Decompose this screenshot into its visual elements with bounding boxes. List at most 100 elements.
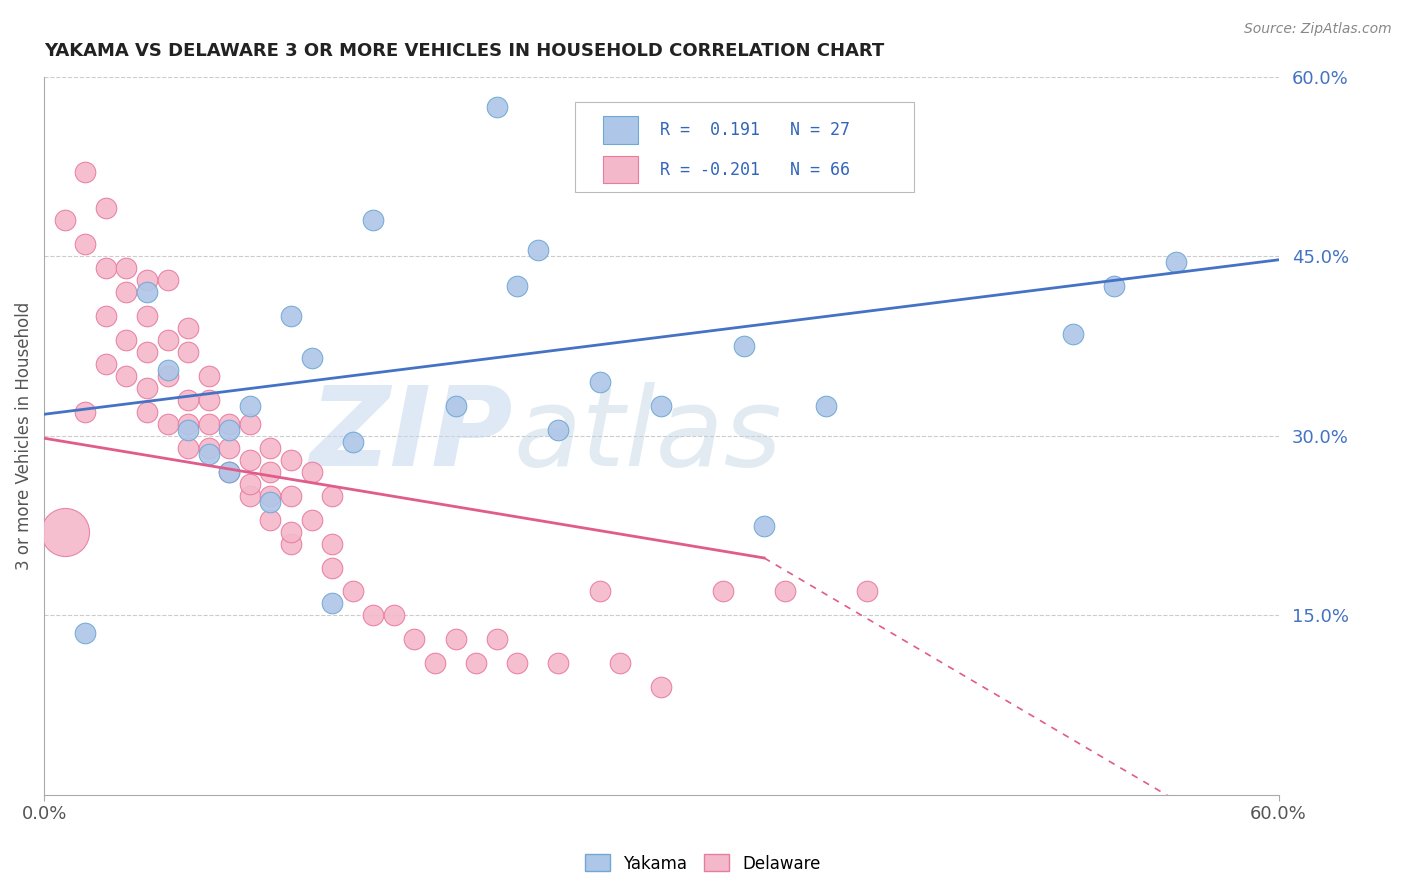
Point	[423, 657, 446, 671]
Point	[1102, 279, 1125, 293]
Text: Source: ZipAtlas.com: Source: ZipAtlas.com	[1244, 22, 1392, 37]
Legend: Yakama, Delaware: Yakama, Delaware	[578, 847, 828, 880]
Point	[177, 417, 200, 431]
Point	[156, 273, 179, 287]
Point	[485, 99, 508, 113]
Point	[53, 213, 76, 227]
Point	[301, 351, 323, 365]
Point	[280, 524, 302, 539]
Point	[280, 309, 302, 323]
Point	[136, 309, 159, 323]
Point	[856, 584, 879, 599]
Point	[156, 368, 179, 383]
Point	[156, 363, 179, 377]
Point	[342, 584, 364, 599]
Point	[259, 441, 281, 455]
Point	[136, 285, 159, 300]
Point	[588, 375, 610, 389]
Text: R =  0.191   N = 27: R = 0.191 N = 27	[659, 121, 851, 139]
Point	[321, 597, 343, 611]
Point	[239, 489, 262, 503]
Point	[609, 657, 631, 671]
Point	[218, 423, 240, 437]
Point	[259, 513, 281, 527]
Point	[814, 399, 837, 413]
FancyBboxPatch shape	[603, 156, 638, 184]
Point	[94, 202, 117, 216]
Point	[259, 465, 281, 479]
Point	[404, 632, 426, 647]
Point	[136, 405, 159, 419]
Point	[711, 584, 734, 599]
Point	[259, 494, 281, 508]
Point	[156, 417, 179, 431]
Point	[197, 392, 219, 407]
Point	[321, 560, 343, 574]
Point	[361, 213, 384, 227]
Point	[177, 392, 200, 407]
Point	[650, 681, 672, 695]
Point	[94, 309, 117, 323]
Point	[239, 452, 262, 467]
Point	[754, 518, 776, 533]
Point	[547, 423, 569, 437]
FancyBboxPatch shape	[575, 102, 914, 192]
Point	[115, 261, 138, 276]
Point	[197, 417, 219, 431]
Point	[465, 657, 488, 671]
Point	[75, 237, 97, 252]
Point	[156, 333, 179, 347]
Point	[280, 536, 302, 550]
Point	[197, 447, 219, 461]
Point	[239, 399, 262, 413]
Point	[650, 399, 672, 413]
Point	[527, 244, 550, 258]
Point	[136, 345, 159, 359]
Point	[218, 441, 240, 455]
Y-axis label: 3 or more Vehicles in Household: 3 or more Vehicles in Household	[15, 301, 32, 570]
Point	[301, 513, 323, 527]
Point	[301, 465, 323, 479]
Point	[444, 632, 467, 647]
Point	[94, 357, 117, 371]
FancyBboxPatch shape	[603, 117, 638, 144]
Point	[177, 423, 200, 437]
Point	[75, 405, 97, 419]
Text: YAKAMA VS DELAWARE 3 OR MORE VEHICLES IN HOUSEHOLD CORRELATION CHART: YAKAMA VS DELAWARE 3 OR MORE VEHICLES IN…	[44, 42, 884, 60]
Point	[506, 657, 529, 671]
Text: ZIP: ZIP	[309, 383, 513, 490]
Point	[1164, 255, 1187, 269]
Point	[361, 608, 384, 623]
Text: R = -0.201   N = 66: R = -0.201 N = 66	[659, 161, 851, 178]
Point	[382, 608, 405, 623]
Point	[218, 417, 240, 431]
Point	[444, 399, 467, 413]
Point	[53, 524, 76, 539]
Point	[177, 321, 200, 335]
Point	[115, 368, 138, 383]
Point	[115, 333, 138, 347]
Point	[136, 273, 159, 287]
Point	[280, 489, 302, 503]
Point	[506, 279, 529, 293]
Point	[94, 261, 117, 276]
Point	[239, 417, 262, 431]
Point	[547, 657, 569, 671]
Point	[75, 626, 97, 640]
Point	[115, 285, 138, 300]
Point	[588, 584, 610, 599]
Point	[733, 339, 755, 353]
Point	[773, 584, 796, 599]
Point	[1062, 326, 1084, 341]
Point	[177, 345, 200, 359]
Point	[321, 489, 343, 503]
Point	[197, 441, 219, 455]
Point	[485, 632, 508, 647]
Point	[197, 368, 219, 383]
Point	[136, 381, 159, 395]
Point	[218, 465, 240, 479]
Point	[177, 441, 200, 455]
Point	[239, 476, 262, 491]
Point	[218, 465, 240, 479]
Point	[259, 489, 281, 503]
